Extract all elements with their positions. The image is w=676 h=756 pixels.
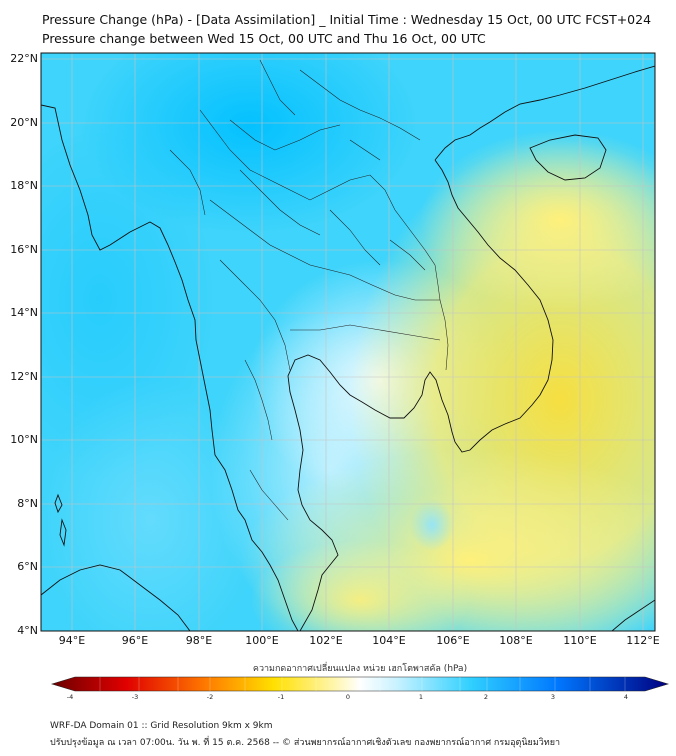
colorbar-tick: 4 (623, 693, 629, 701)
colorbar-tick: 3 (550, 693, 556, 701)
lon-label: 94°E (58, 634, 86, 647)
colorbar-tick: -3 (131, 693, 139, 701)
lat-label: 14°N (10, 306, 38, 319)
footer-model-info: WRF-DA Domain 01 :: Grid Resolution 9km … (50, 721, 273, 731)
lon-label: 100°E (245, 634, 279, 647)
lat-label: 16°N (10, 243, 38, 256)
chart-title: Pressure Change (hPa) - [Data Assimilati… (42, 12, 652, 27)
lon-label: 112°E (626, 634, 660, 647)
colorbar-tick: 1 (418, 693, 424, 701)
lat-label: 12°N (10, 370, 38, 383)
colorbar-tick: -1 (277, 693, 285, 701)
lon-label: 98°E (185, 634, 213, 647)
chart-subtitle: Pressure change between Wed 15 Oct, 00 U… (42, 31, 486, 46)
lat-label: 6°N (17, 560, 38, 573)
admin-borders (169, 59, 449, 521)
colorbar-title: ความกดอากาศเปลี่ยนแปลง หน่วย เฮกโตพาสคัล… (252, 664, 468, 674)
graticule (41, 53, 655, 631)
lat-label: 4°N (17, 624, 38, 637)
map-frame (40, 52, 656, 632)
lon-label: 110°E (563, 634, 597, 647)
colorbar-tick: 2 (483, 693, 489, 701)
lon-label: 96°E (121, 634, 149, 647)
colorbar-divisions (99, 677, 626, 691)
lat-label: 20°N (10, 116, 38, 129)
colorbar-tick: 0 (345, 693, 351, 701)
coastlines (41, 65, 655, 631)
colorbar (50, 676, 670, 692)
lat-label: 22°N (10, 52, 38, 65)
footer-credit: ปรับปรุงข้อมูล ณ เวลา 07:00น. วัน พ. ที่… (50, 738, 561, 748)
lat-label: 8°N (17, 497, 38, 510)
colorbar-tick: -4 (66, 693, 74, 701)
lat-label: 18°N (10, 179, 38, 192)
lon-label: 102°E (309, 634, 343, 647)
lat-label: 10°N (10, 433, 38, 446)
lon-label: 108°E (499, 634, 533, 647)
colorbar-tick: -2 (206, 693, 214, 701)
lon-label: 104°E (372, 634, 406, 647)
lon-label: 106°E (436, 634, 470, 647)
